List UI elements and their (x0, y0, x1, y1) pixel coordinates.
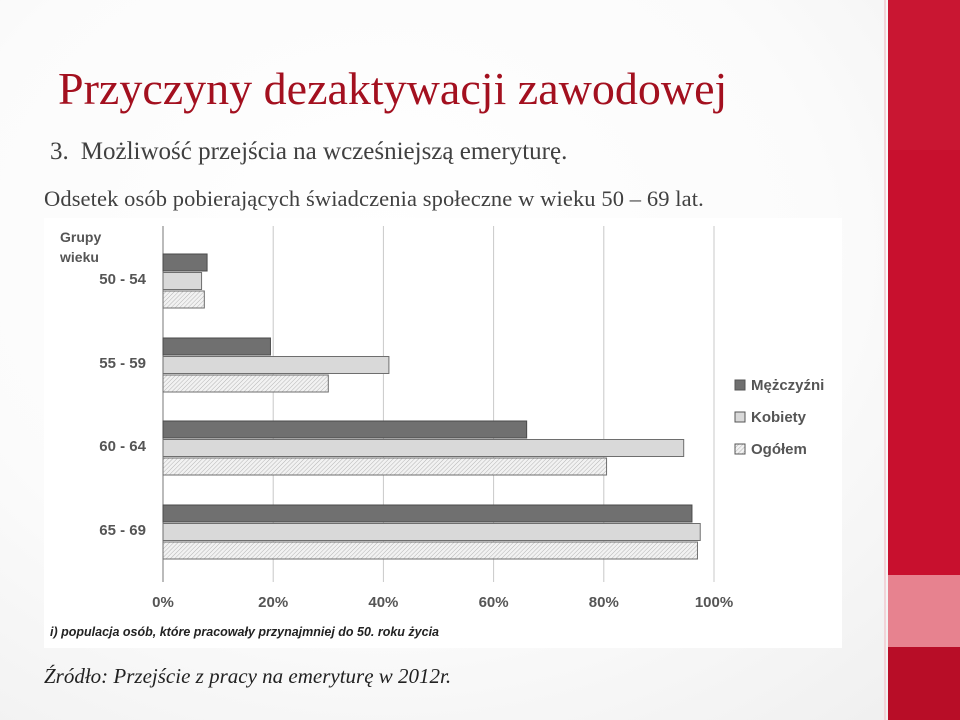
source-note: Źródło: Przejście z pracy na emeryturę w… (44, 664, 452, 688)
y-axis-label-line-2: wieku (59, 249, 99, 265)
x-tick-label: 40% (368, 594, 398, 611)
x-tick-label: 20% (258, 594, 288, 611)
bar (162, 272, 203, 290)
slide-title: Przyczyny dezaktywacji zawodowej (58, 63, 728, 114)
bar (162, 337, 271, 356)
bar (162, 439, 685, 457)
chart-footnote: i) populacja osób, które pracowały przyn… (50, 625, 439, 639)
accent-block-top (888, 0, 960, 150)
accent-block-light (888, 575, 960, 647)
bar (162, 457, 608, 476)
category-label: 55 - 59 (99, 355, 146, 372)
bar-chart-svg: 0% 20% 40% 60% 80% 100% 50 - 54 55 - 59 60 - 64 6… (50, 226, 824, 639)
legend-label: Mężczyźni (751, 377, 824, 394)
subtitle-text: Możliwość przejścia na wcześniejszą emer… (80, 138, 568, 165)
x-tick-label: 60% (479, 594, 509, 611)
legend-swatch (734, 411, 746, 423)
category-label: 60 - 64 (99, 438, 146, 455)
bar (162, 523, 701, 541)
legend-swatch (734, 443, 746, 455)
bar-chart: 0% 20% 40% 60% 80% 100% 50 - 54 55 - 59 60 - 64 6… (44, 218, 842, 648)
legend-label: Ogółem (751, 441, 807, 458)
bar (162, 541, 698, 560)
bar (162, 290, 205, 309)
bar (162, 420, 528, 439)
accent-block-bottom (888, 647, 960, 720)
x-tick-label: 0% (152, 594, 174, 611)
category-label: 50 - 54 (99, 271, 146, 288)
bar (162, 504, 693, 523)
legend-swatch (734, 379, 746, 391)
slide-subtitle: 3. Możliwość przejścia na wcześniejszą em… (50, 138, 567, 166)
legend-label: Kobiety (751, 409, 807, 426)
x-tick-label: 100% (695, 594, 733, 611)
bar (162, 253, 208, 272)
x-tick-label: 80% (589, 594, 619, 611)
y-axis-label-line-1: Grupy (60, 229, 101, 245)
accent-divider (884, 0, 886, 720)
chart-caption: Odsetek osób pobierających świadczenia s… (44, 186, 704, 211)
category-label: 65 - 69 (99, 522, 146, 539)
subtitle-number: 3. (50, 138, 69, 165)
bar (162, 374, 329, 393)
bar (162, 356, 390, 374)
